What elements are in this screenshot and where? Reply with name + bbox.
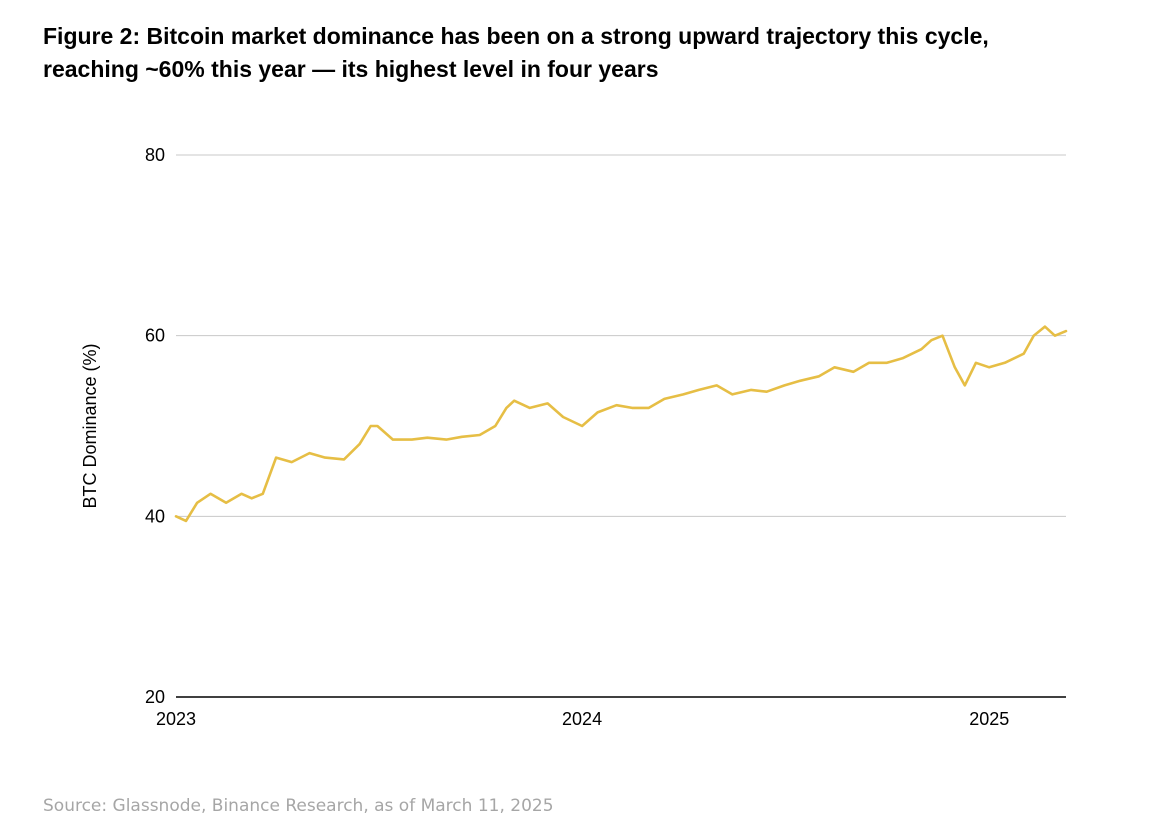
y-tick-label: 80 (145, 145, 165, 165)
x-tick-label: 2025 (969, 709, 1009, 729)
x-tick-labels: 2023 2024 2025 (156, 709, 1009, 729)
x-tick-label: 2023 (156, 709, 196, 729)
y-axis-title: BTC Dominance (%) (80, 343, 100, 508)
y-tick-label: 20 (145, 687, 165, 707)
figure-title: Figure 2: Bitcoin market dominance has b… (43, 23, 989, 82)
y-tick-label: 40 (145, 506, 165, 526)
line-chart: 20 40 60 80 2023 2024 2025 BTC Dominance (%) (80, 145, 1068, 729)
y-tick-label: 60 (145, 326, 165, 346)
x-tick-label: 2024 (562, 709, 602, 729)
grid-lines (176, 154, 1066, 517)
series-line-btc-dominance (174, 325, 1068, 523)
y-tick-labels: 20 40 60 80 (145, 145, 165, 707)
source-note: Source: Glassnode, Binance Research, as … (43, 796, 554, 816)
